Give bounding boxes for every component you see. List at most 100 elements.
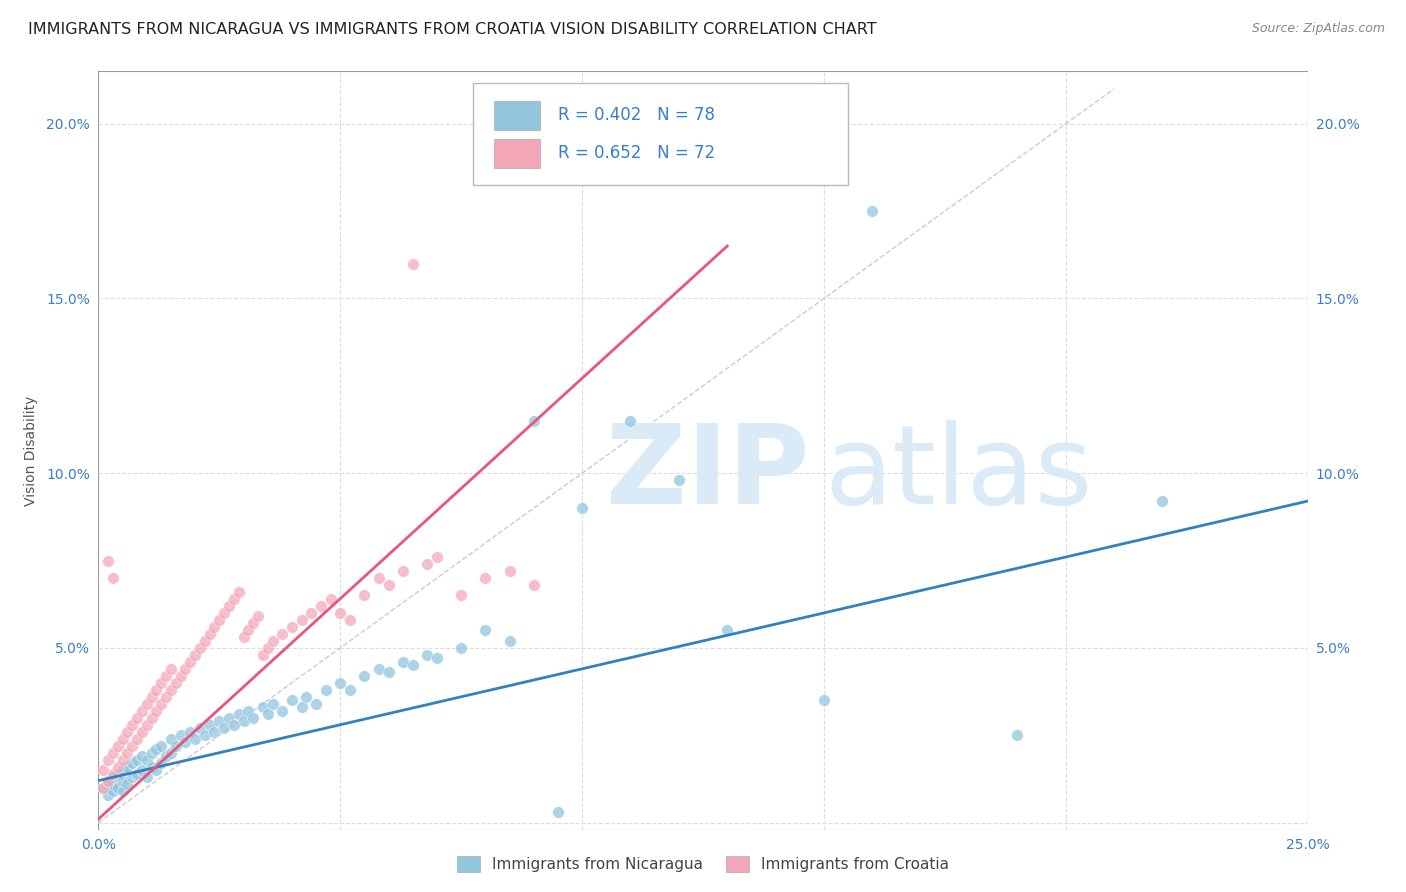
Text: Source: ZipAtlas.com: Source: ZipAtlas.com <box>1251 22 1385 36</box>
Point <box>368 662 391 676</box>
Point <box>107 739 129 753</box>
Point <box>91 763 114 777</box>
Point <box>121 770 143 784</box>
Point <box>117 777 139 791</box>
Point <box>353 589 375 603</box>
Point <box>242 711 264 725</box>
Point <box>111 753 134 767</box>
Point <box>184 648 207 662</box>
Point <box>474 571 496 585</box>
Point <box>97 773 120 788</box>
Point <box>111 784 134 798</box>
Point <box>218 599 240 613</box>
Point <box>131 763 153 777</box>
Point <box>111 731 134 746</box>
FancyBboxPatch shape <box>474 83 848 186</box>
Point <box>377 578 399 592</box>
Point <box>222 717 245 731</box>
Point <box>619 414 641 428</box>
Point <box>450 589 472 603</box>
Point <box>402 658 425 673</box>
Point <box>101 746 124 760</box>
Point <box>155 690 177 704</box>
Point <box>145 704 167 718</box>
Point <box>668 473 690 487</box>
Point <box>256 707 278 722</box>
Point <box>242 616 264 631</box>
Point <box>212 606 235 620</box>
Point <box>498 564 520 578</box>
Point <box>232 631 254 645</box>
Point <box>262 633 284 648</box>
Point <box>107 759 129 773</box>
Point <box>131 749 153 764</box>
Point <box>135 753 157 767</box>
Point <box>299 606 322 620</box>
Point <box>145 763 167 777</box>
Point <box>1007 728 1029 742</box>
Point <box>150 756 173 771</box>
Point <box>101 770 124 784</box>
Point <box>127 753 149 767</box>
Point <box>1152 494 1174 508</box>
Point <box>218 711 240 725</box>
Point <box>135 697 157 711</box>
Point <box>498 633 520 648</box>
Point <box>111 763 134 777</box>
Point <box>392 655 415 669</box>
Point <box>150 739 173 753</box>
Point <box>547 805 569 819</box>
Point <box>117 724 139 739</box>
Point <box>368 571 391 585</box>
Point <box>160 731 183 746</box>
Point <box>238 704 260 718</box>
Point <box>523 578 546 592</box>
Point <box>135 770 157 784</box>
Point <box>131 724 153 739</box>
Point <box>101 766 124 780</box>
Point <box>256 640 278 655</box>
Point <box>97 553 120 567</box>
Point <box>232 714 254 729</box>
Point <box>222 591 245 606</box>
Point <box>319 591 342 606</box>
Point <box>141 746 163 760</box>
Point <box>97 753 120 767</box>
Point <box>179 655 201 669</box>
FancyBboxPatch shape <box>494 101 540 129</box>
Point <box>91 780 114 795</box>
Point <box>141 759 163 773</box>
Point <box>416 648 439 662</box>
Point <box>339 682 361 697</box>
Point <box>426 651 449 665</box>
Point <box>174 735 197 749</box>
Point <box>523 414 546 428</box>
Text: R = 0.652   N = 72: R = 0.652 N = 72 <box>558 145 716 162</box>
Point <box>150 675 173 690</box>
Point <box>127 731 149 746</box>
Point <box>179 724 201 739</box>
Point <box>188 640 211 655</box>
Point <box>194 633 217 648</box>
Point <box>329 675 352 690</box>
Point <box>571 501 593 516</box>
Point <box>252 700 274 714</box>
Point <box>339 613 361 627</box>
Point <box>228 707 250 722</box>
Point <box>402 256 425 270</box>
Point <box>145 742 167 756</box>
Point <box>97 773 120 788</box>
Point <box>194 728 217 742</box>
Point <box>107 780 129 795</box>
Point <box>101 777 124 791</box>
Point <box>160 662 183 676</box>
Point <box>150 697 173 711</box>
Point <box>198 717 221 731</box>
Point <box>174 662 197 676</box>
Point <box>247 609 270 624</box>
Point <box>165 739 187 753</box>
Point <box>121 756 143 771</box>
Point <box>262 697 284 711</box>
Point <box>281 620 304 634</box>
Point <box>101 571 124 585</box>
